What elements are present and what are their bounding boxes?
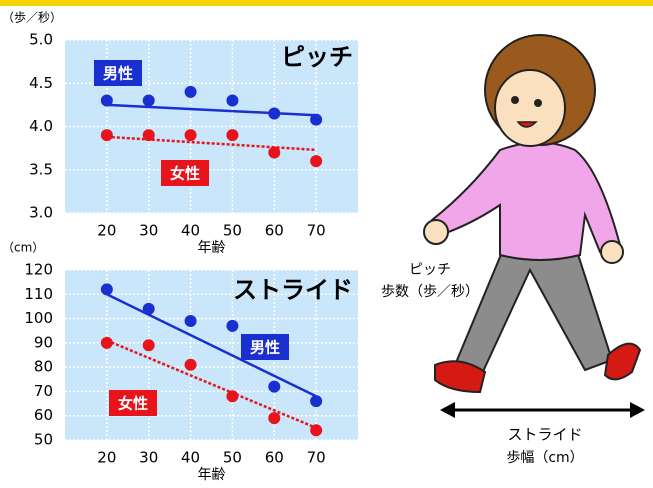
data-point xyxy=(226,129,239,142)
data-point xyxy=(310,395,323,408)
trend-line xyxy=(106,103,317,117)
pants xyxy=(453,244,614,380)
legend-box xyxy=(241,334,289,360)
sweater xyxy=(430,141,622,261)
legend-label: 男性 xyxy=(250,339,280,357)
stride-unit: 歩幅（cm） xyxy=(506,450,583,466)
data-point xyxy=(100,336,113,349)
hand xyxy=(423,219,449,245)
data-point xyxy=(142,94,155,107)
x-tick-label: 40 xyxy=(181,222,200,240)
trend-line xyxy=(106,339,317,430)
x-tick-label: 20 xyxy=(97,449,116,467)
mouth xyxy=(516,121,538,128)
x-tick-label: 70 xyxy=(307,222,326,240)
chart-title: ピッチ xyxy=(281,43,353,71)
y-tick-label: 120 xyxy=(24,261,53,279)
top-stripe xyxy=(0,0,653,6)
x-tick-label: 20 xyxy=(97,222,116,240)
pitch-unit: 歩数（歩／秒） xyxy=(381,284,479,300)
eye xyxy=(511,96,519,104)
eye xyxy=(534,99,542,107)
y-tick-label: 50 xyxy=(34,431,53,449)
y-tick-label: 4.0 xyxy=(29,117,53,135)
legend-label: 男性 xyxy=(103,65,133,83)
data-point xyxy=(142,129,155,142)
y-tick-label: 80 xyxy=(34,358,53,376)
legend-box xyxy=(161,160,209,186)
data-point xyxy=(100,283,113,296)
data-point xyxy=(310,113,323,126)
data-point xyxy=(184,315,197,327)
y-unit: （cm） xyxy=(2,241,44,255)
y-tick-label: 90 xyxy=(34,333,53,351)
x-axis-label: 年齢 xyxy=(198,240,226,256)
data-point xyxy=(268,107,281,120)
x-tick-label: 50 xyxy=(223,222,242,240)
x-tick-label: 30 xyxy=(139,449,158,467)
chart-title: ストライド xyxy=(233,276,353,304)
data-point xyxy=(310,155,323,168)
x-tick-label: 60 xyxy=(265,449,284,467)
y-tick-label: 3.0 xyxy=(29,204,53,222)
illustration: ピッチ 歩数（歩／秒） ストライド 歩幅（cm） xyxy=(381,34,645,466)
hand xyxy=(600,240,624,264)
data-point xyxy=(310,424,323,437)
data-point xyxy=(100,129,113,142)
trend-line xyxy=(106,293,317,398)
data-point xyxy=(100,94,113,107)
y-tick-label: 3.5 xyxy=(29,160,53,178)
legend-box xyxy=(94,60,142,86)
data-point xyxy=(184,85,197,98)
x-axis-label: 年齢 xyxy=(198,467,226,483)
x-tick-label: 30 xyxy=(139,222,158,240)
face xyxy=(494,69,566,147)
data-point xyxy=(184,129,197,142)
data-point xyxy=(226,390,239,403)
x-tick-label: 70 xyxy=(307,449,326,467)
data-point xyxy=(226,94,239,107)
stride-label: ストライド xyxy=(507,426,582,444)
x-tick-label: 60 xyxy=(265,222,284,240)
pitch-label: ピッチ xyxy=(409,262,451,278)
y-tick-label: 4.5 xyxy=(29,74,53,92)
data-point xyxy=(142,339,155,352)
y-tick-label: 110 xyxy=(24,285,53,303)
data-point xyxy=(142,302,155,315)
data-point xyxy=(268,380,281,393)
data-point xyxy=(268,146,281,159)
legend-label: 女性 xyxy=(118,395,148,413)
data-point xyxy=(226,319,239,332)
y-unit: （歩／秒） xyxy=(2,10,62,25)
legend-box xyxy=(109,390,157,416)
y-tick-label: 70 xyxy=(34,382,53,400)
data-point xyxy=(184,358,197,371)
legend-label: 女性 xyxy=(170,165,200,183)
y-tick-label: 5.0 xyxy=(29,31,53,49)
y-tick-label: 100 xyxy=(24,309,53,327)
shoe xyxy=(434,360,487,394)
x-tick-label: 40 xyxy=(181,449,200,467)
data-point xyxy=(268,412,281,425)
x-tick-label: 50 xyxy=(223,449,242,467)
shoe xyxy=(603,342,642,381)
y-tick-label: 60 xyxy=(34,406,53,424)
